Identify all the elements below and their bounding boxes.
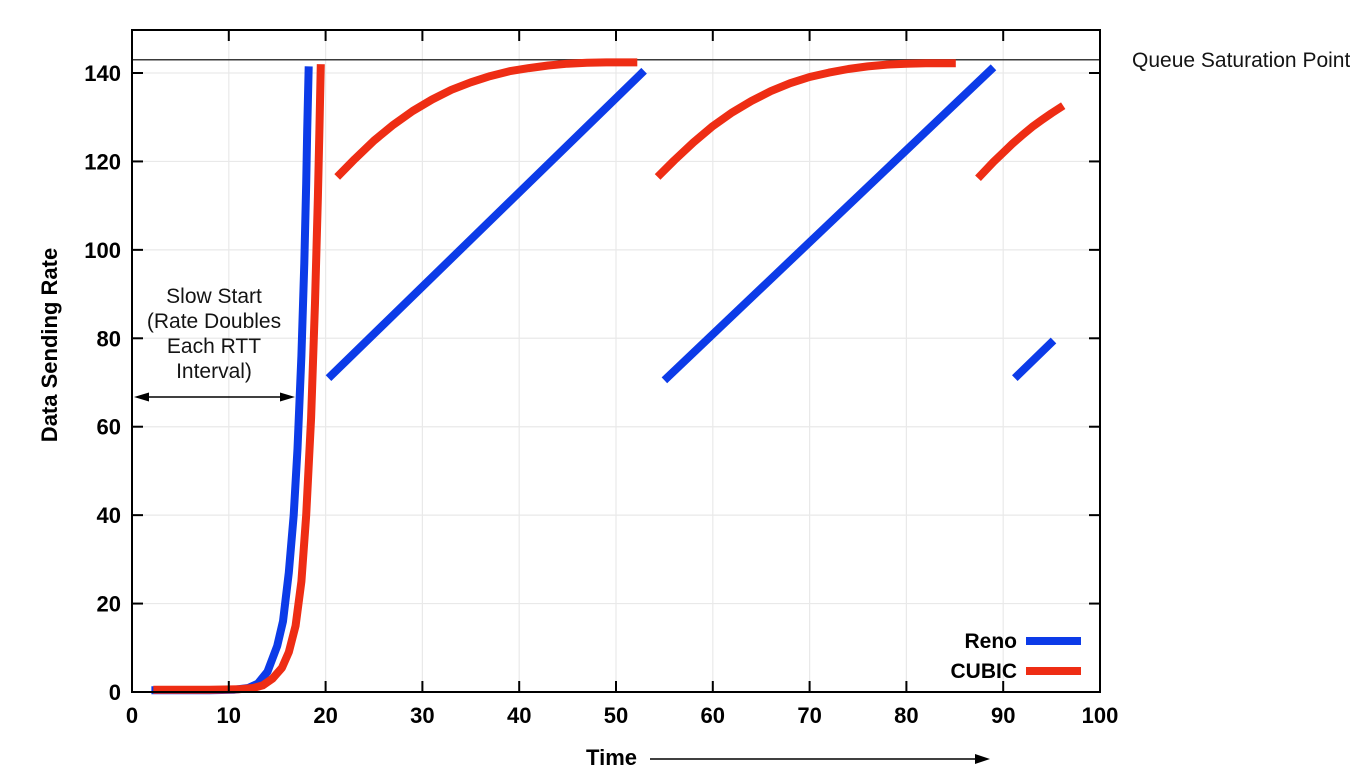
x-tick-label: 50 <box>604 703 628 728</box>
x-tick-label: 40 <box>507 703 531 728</box>
slow-start-span-arrow <box>134 392 295 402</box>
x-tick-label: 0 <box>126 703 138 728</box>
legend-label-reno: Reno <box>965 630 1018 653</box>
series-cubic-segment <box>654 59 956 180</box>
time-arrowhead-icon <box>975 754 990 764</box>
slow-start-annotation-line-1: Slow Start <box>166 285 262 308</box>
x-axis-title: Time <box>586 745 637 770</box>
axis-ticks <box>131 30 1101 693</box>
right-arrowhead-icon <box>280 392 295 402</box>
x-tick-label: 30 <box>410 703 434 728</box>
gridlines <box>132 30 1100 692</box>
legend: Reno CUBIC <box>951 630 1081 683</box>
x-tick-label: 20 <box>313 703 337 728</box>
time-arrow <box>650 754 990 764</box>
slow-start-annotation-line-3: Each RTT <box>167 335 261 358</box>
y-tick-label: 60 <box>97 415 121 440</box>
y-tick-label: 80 <box>97 326 121 351</box>
slow-start-annotation-line-4: Interval) <box>176 360 252 383</box>
left-arrowhead-icon <box>134 392 149 402</box>
x-tick-label: 80 <box>894 703 918 728</box>
series-cubic-segment <box>334 58 638 180</box>
x-tick-label: 100 <box>1082 703 1119 728</box>
series-cubic-segment <box>153 64 325 694</box>
series-reno-segment <box>661 64 997 384</box>
series-reno-segment <box>325 67 647 381</box>
x-tick-label: 90 <box>991 703 1015 728</box>
legend-label-cubic: CUBIC <box>951 660 1018 683</box>
slow-start-annotation-line-2: (Rate Doubles <box>147 310 281 333</box>
y-tick-label: 0 <box>109 680 121 705</box>
y-tick-label: 40 <box>97 503 121 528</box>
slow-start-annotation: Slow Start (Rate Doubles Each RTT Interv… <box>134 285 295 402</box>
series-curves <box>151 58 1066 695</box>
y-tick-label: 120 <box>84 149 121 174</box>
x-tick-label: 60 <box>701 703 725 728</box>
y-axis-title: Data Sending Rate <box>37 248 62 442</box>
axis-tick-labels: 0 10 20 30 40 50 60 70 80 90 100 0 20 40 60 80 100 120 140 <box>84 61 1118 728</box>
x-tick-label: 70 <box>797 703 821 728</box>
queue-saturation-label: Queue Saturation Point <box>1132 49 1350 72</box>
x-tick-label: 10 <box>217 703 241 728</box>
y-tick-label: 140 <box>84 61 121 86</box>
y-tick-label: 100 <box>84 238 121 263</box>
y-tick-label: 20 <box>97 592 121 617</box>
series-cubic-segment <box>975 102 1066 181</box>
series-reno-segment <box>1012 337 1057 381</box>
